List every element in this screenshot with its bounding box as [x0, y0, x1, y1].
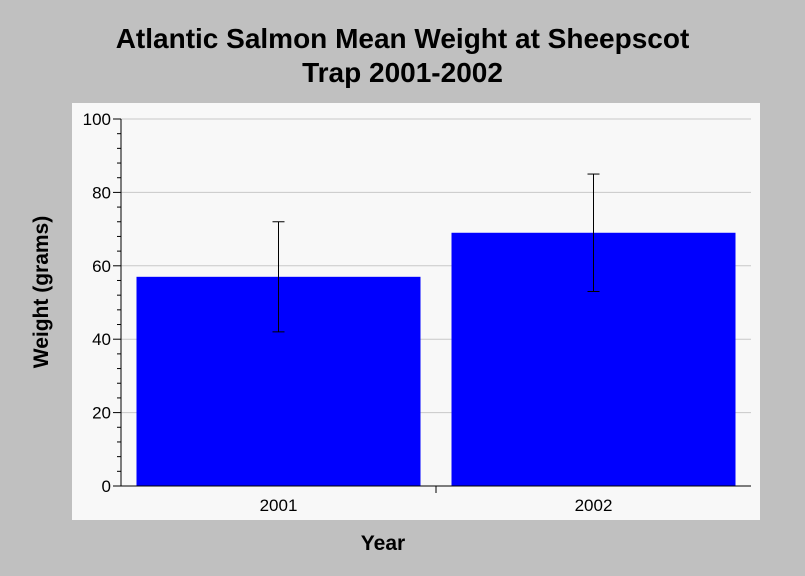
chart-title: Atlantic Salmon Mean Weight at Sheepscot… [0, 22, 805, 90]
chart-title-line-2: Trap 2001-2002 [302, 57, 503, 88]
y-tick-label: 80 [92, 183, 111, 202]
y-tick-label: 60 [92, 257, 111, 276]
x-tick-label: 2002 [575, 496, 613, 515]
y-tick-label: 100 [83, 110, 111, 129]
y-tick-label: 20 [92, 404, 111, 423]
x-tick-label: 2001 [260, 496, 298, 515]
chart-title-line-1: Atlantic Salmon Mean Weight at Sheepscot [115, 23, 690, 54]
y-tick-label: 0 [102, 477, 111, 496]
x-axis-label: Year [360, 532, 406, 555]
y-tick-label: 40 [92, 330, 111, 349]
y-axis-label: Weight (grams) [30, 215, 53, 369]
